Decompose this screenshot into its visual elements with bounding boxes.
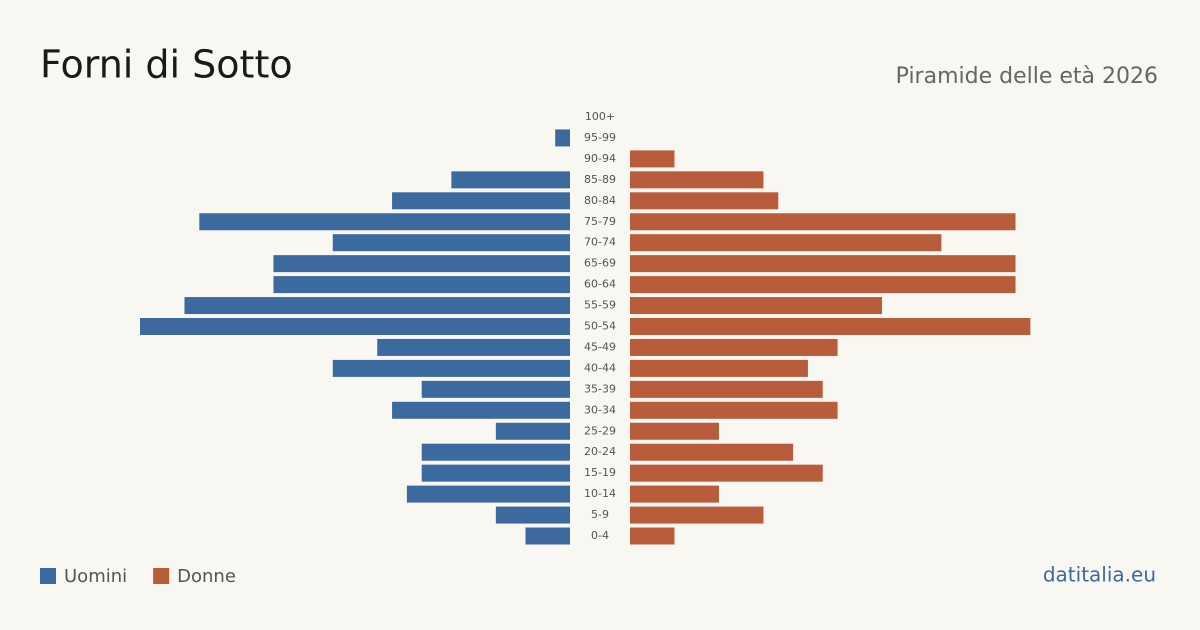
bar xyxy=(495,506,570,524)
age-label: 45-49 xyxy=(584,340,616,353)
bar xyxy=(332,234,570,252)
bar xyxy=(630,422,719,440)
bar xyxy=(630,359,808,377)
legend-label: Uomini xyxy=(64,566,127,587)
chart-title: Forni di Sotto xyxy=(40,43,293,87)
age-label: 40-44 xyxy=(584,361,616,374)
bar xyxy=(392,192,570,210)
age-label: 0-4 xyxy=(591,529,609,542)
age-label: 25-29 xyxy=(584,424,616,437)
age-label: 55-59 xyxy=(584,299,616,312)
age-label: 85-89 xyxy=(584,173,616,186)
bar xyxy=(630,338,838,356)
age-label: 60-64 xyxy=(584,278,616,291)
bar xyxy=(630,255,1016,273)
bar xyxy=(451,171,570,189)
legend-label: Donne xyxy=(177,566,236,587)
legend-swatch xyxy=(153,568,170,584)
bar xyxy=(630,150,675,168)
bar xyxy=(630,276,1016,294)
bar xyxy=(630,192,779,210)
legend-swatch xyxy=(40,568,56,584)
age-label: 95-99 xyxy=(584,131,616,144)
bar xyxy=(525,527,570,545)
bar xyxy=(421,380,570,398)
bar xyxy=(630,506,764,524)
bar xyxy=(392,401,570,419)
bar xyxy=(630,443,794,461)
age-label: 80-84 xyxy=(584,194,616,207)
bar xyxy=(630,234,942,252)
age-label: 70-74 xyxy=(584,236,616,249)
source: datitalia.eu xyxy=(1043,563,1156,587)
bar xyxy=(184,297,570,315)
chart-subtitle: Piramide delle età 2026 xyxy=(896,64,1158,89)
bar xyxy=(630,527,675,545)
age-label: 15-19 xyxy=(584,466,616,479)
bar xyxy=(199,213,570,231)
bar xyxy=(555,129,570,147)
bar xyxy=(406,485,570,503)
bar xyxy=(630,297,883,315)
bar xyxy=(630,380,823,398)
age-label: 100+ xyxy=(585,110,615,123)
age-label: 10-14 xyxy=(584,487,616,500)
age-label: 65-69 xyxy=(584,257,616,270)
age-label: 5-9 xyxy=(591,508,609,521)
age-label: 75-79 xyxy=(584,215,616,228)
bar xyxy=(273,276,570,294)
age-label: 90-94 xyxy=(584,152,616,165)
bar xyxy=(630,213,1016,231)
bar xyxy=(273,255,570,273)
bar xyxy=(630,318,1031,335)
bar xyxy=(377,338,570,356)
age-label: 20-24 xyxy=(584,445,616,458)
bar xyxy=(332,359,570,377)
bar xyxy=(421,464,570,482)
bar xyxy=(630,171,764,189)
bar xyxy=(495,422,570,440)
age-label: 30-34 xyxy=(584,403,616,416)
bar xyxy=(140,318,570,335)
age-label: 50-54 xyxy=(584,320,616,333)
bar xyxy=(630,485,719,503)
bar xyxy=(630,401,838,419)
age-label: 35-39 xyxy=(584,382,616,395)
bar xyxy=(421,443,570,461)
bar xyxy=(630,464,823,482)
